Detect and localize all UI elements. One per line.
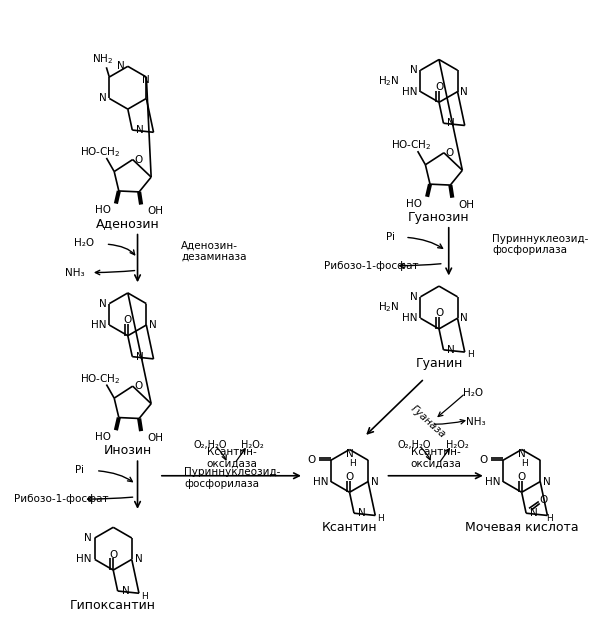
Text: Пуриннуклеозид-
фосфорилаза: Пуриннуклеозид- фосфорилаза xyxy=(492,233,589,255)
FancyArrowPatch shape xyxy=(95,270,135,274)
FancyArrowPatch shape xyxy=(236,449,245,461)
Text: O: O xyxy=(479,455,487,465)
Text: OH: OH xyxy=(147,433,163,443)
Text: N: N xyxy=(136,125,144,135)
Text: N: N xyxy=(346,450,353,460)
Text: OH: OH xyxy=(458,199,474,209)
Text: N: N xyxy=(447,345,455,355)
Text: HN: HN xyxy=(402,313,418,323)
FancyArrowPatch shape xyxy=(421,448,431,460)
Text: NH₃: NH₃ xyxy=(65,268,84,278)
Text: H: H xyxy=(349,459,356,468)
Text: N: N xyxy=(84,533,92,543)
Text: Рибозо-1-фосфат: Рибозо-1-фосфат xyxy=(15,494,109,504)
Text: Ксантин-
оксидаза: Ксантин- оксидаза xyxy=(410,448,461,469)
Text: N: N xyxy=(518,450,526,460)
Text: Аденозин-
дезаминаза: Аденозин- дезаминаза xyxy=(181,240,247,262)
Text: HN: HN xyxy=(485,476,500,487)
Text: O: O xyxy=(345,472,354,482)
Text: O: O xyxy=(109,550,117,560)
Text: O: O xyxy=(539,494,548,505)
Text: H₂O₂: H₂O₂ xyxy=(242,440,264,450)
Text: H: H xyxy=(377,514,384,523)
Text: Гуаназа: Гуаназа xyxy=(409,404,447,440)
FancyArrowPatch shape xyxy=(88,497,133,501)
Text: Мочевая кислота: Мочевая кислота xyxy=(465,521,578,534)
Text: H₂O₂: H₂O₂ xyxy=(446,440,468,450)
Text: HO: HO xyxy=(95,206,111,215)
Text: N: N xyxy=(461,86,468,97)
Text: HO: HO xyxy=(406,199,422,209)
Text: N: N xyxy=(358,508,365,518)
Text: N: N xyxy=(99,299,106,309)
Text: Ксантин-
оксидаза: Ксантин- оксидаза xyxy=(206,448,257,469)
Text: O: O xyxy=(445,148,454,158)
Text: O: O xyxy=(435,309,443,319)
Text: HO: HO xyxy=(95,432,111,442)
FancyArrowPatch shape xyxy=(99,471,132,482)
Text: N: N xyxy=(410,292,418,302)
Text: O: O xyxy=(134,155,143,165)
Text: Инозин: Инозин xyxy=(104,444,152,457)
Text: N: N xyxy=(530,508,538,518)
Text: N: N xyxy=(99,93,106,104)
Text: N: N xyxy=(135,555,142,564)
FancyArrowPatch shape xyxy=(434,420,465,424)
Text: O: O xyxy=(124,315,132,325)
Text: H₂O: H₂O xyxy=(463,388,483,398)
Text: H: H xyxy=(546,514,553,523)
Text: N: N xyxy=(461,313,468,323)
Text: Гуанозин: Гуанозин xyxy=(408,211,470,224)
FancyArrowPatch shape xyxy=(109,244,135,255)
Text: N: N xyxy=(371,476,379,487)
Text: N: N xyxy=(143,75,150,85)
FancyArrowPatch shape xyxy=(438,395,464,417)
Text: H$_2$N: H$_2$N xyxy=(378,74,399,88)
FancyArrowPatch shape xyxy=(440,449,450,461)
Text: HN: HN xyxy=(91,320,106,330)
Text: HO-CH$_2$: HO-CH$_2$ xyxy=(392,138,432,152)
Text: N: N xyxy=(410,65,418,75)
Text: O: O xyxy=(307,455,315,465)
Text: Pi: Pi xyxy=(74,465,84,475)
Text: N: N xyxy=(447,118,455,129)
Text: Пуриннуклеозид-
фосфорилаза: Пуриннуклеозид- фосфорилаза xyxy=(184,467,281,489)
Text: Ксантин: Ксантин xyxy=(321,521,378,534)
Text: HN: HN xyxy=(402,86,418,97)
Text: O: O xyxy=(435,82,443,92)
Text: Гуанин: Гуанин xyxy=(415,358,463,370)
Text: O₂,H₂O: O₂,H₂O xyxy=(398,440,431,450)
FancyArrowPatch shape xyxy=(400,263,441,268)
Text: N: N xyxy=(117,61,125,71)
Text: H$_2$N: H$_2$N xyxy=(378,301,399,314)
Text: O₂,H₂O: O₂,H₂O xyxy=(193,440,227,450)
Text: Аденозин: Аденозин xyxy=(96,217,160,230)
Text: H₂O: H₂O xyxy=(74,238,94,248)
Text: H: H xyxy=(467,350,473,360)
Text: HN: HN xyxy=(76,555,92,564)
Text: N: N xyxy=(136,351,144,361)
Text: N: N xyxy=(543,476,551,487)
FancyArrowPatch shape xyxy=(408,237,443,248)
Text: N: N xyxy=(121,586,129,596)
FancyArrowPatch shape xyxy=(217,448,226,460)
Text: Pi: Pi xyxy=(386,232,395,242)
Text: O: O xyxy=(517,472,526,482)
Text: NH₃: NH₃ xyxy=(466,417,486,427)
Text: OH: OH xyxy=(147,206,163,216)
Text: O: O xyxy=(134,381,143,391)
Text: N: N xyxy=(149,320,157,330)
Text: HO-CH$_2$: HO-CH$_2$ xyxy=(81,145,121,159)
Text: Рибозо-1-фосфат: Рибозо-1-фосфат xyxy=(324,261,418,271)
Text: NH$_2$: NH$_2$ xyxy=(92,53,113,66)
Text: Гипоксантин: Гипоксантин xyxy=(70,599,156,612)
Text: H: H xyxy=(141,592,148,601)
Text: HO-CH$_2$: HO-CH$_2$ xyxy=(81,372,121,386)
Text: HN: HN xyxy=(312,476,328,487)
Text: H: H xyxy=(521,459,528,468)
